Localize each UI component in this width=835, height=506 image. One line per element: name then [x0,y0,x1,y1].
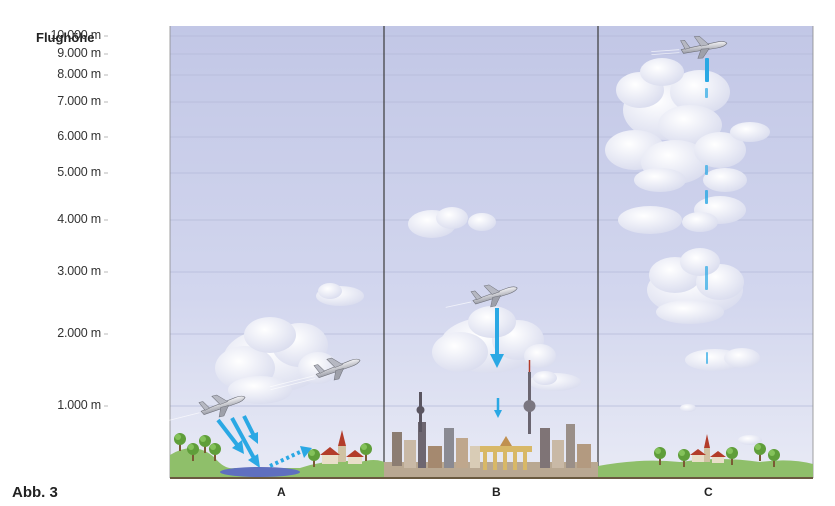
altitude-tick-label: 6.000 m [57,129,101,143]
cloud-icon [685,348,760,371]
airplane-icon [169,388,249,422]
city-skyline-icon [384,422,598,478]
cloud-icon [680,404,762,445]
panel-label-c: C [704,485,713,499]
arrow-icon [490,308,504,418]
panel-c-scene [598,34,813,478]
cloud-icon [703,168,747,192]
airplane-icon [651,34,729,60]
cloud-icon [605,58,746,192]
altitude-tick-label: 1.000 m [57,398,101,412]
altitude-tick-label: 5.000 m [57,165,101,179]
figure-label: Abb. 3 [12,484,58,501]
tv-tower-icon [416,360,536,434]
cloud-icon [730,122,770,142]
brandenburg-gate-icon [480,436,532,470]
cloud-icon [432,306,556,373]
altitude-tick-label: 7.000 m [57,94,101,108]
cloud-icon [529,371,581,391]
altitude-tick-label: 9.000 m [57,46,101,60]
arrow-icon [269,446,312,468]
church-icon [320,430,364,464]
panel-b-scene [384,207,598,478]
diagram-title: Flughöhe [36,30,95,45]
panel-label-a: A [277,485,286,499]
airplane-icon [269,351,364,391]
church-icon [690,434,726,463]
altitude-tick-label: 2.000 m [57,326,101,340]
panel-a-scene [169,283,384,478]
cloud-icon [316,283,364,306]
airplane-icon [445,278,521,311]
panel-label-b: B [492,485,501,499]
cloud-icon [408,207,496,238]
arrow-icon [705,58,709,364]
altitude-tick-label: 4.000 m [57,212,101,226]
altitude-tick-label: 10.000 m [50,28,101,42]
cloud-icon [647,248,744,324]
altitude-tick-label: 3.000 m [57,264,101,278]
cloud-icon [215,317,338,404]
altitude-tick-label: 8.000 m [57,67,101,81]
arrow-icon [216,415,260,468]
